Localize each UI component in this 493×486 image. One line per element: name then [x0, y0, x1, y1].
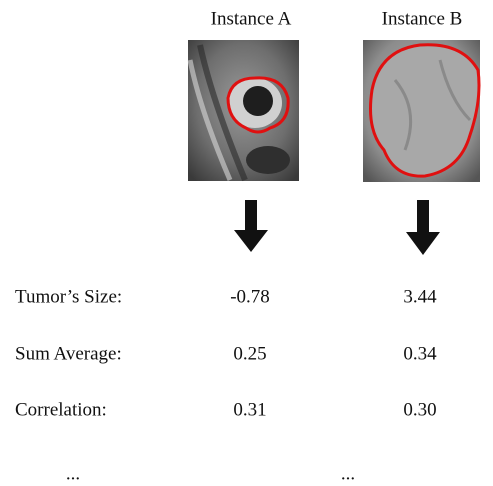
arrow — [234, 200, 268, 252]
figure: Instance A Instance B Tumor’s Size: -0.78… — [0, 0, 493, 486]
arrow — [406, 200, 440, 255]
feature-value: 0.34 — [403, 343, 437, 364]
feature-value: -0.78 — [230, 286, 270, 307]
ellipsis: ... — [341, 463, 355, 484]
ellipsis: ... — [66, 463, 80, 484]
feature-value: 0.25 — [233, 343, 266, 364]
feature-name: Tumor’s Size: — [15, 286, 122, 307]
feature-table: Tumor’s Size: -0.78 3.44 Sum Average: 0.25 0.… — [15, 286, 437, 420]
feature-value: 0.31 — [233, 399, 266, 420]
feature-name: Correlation: — [15, 399, 107, 420]
feature-value: 3.44 — [403, 286, 437, 307]
instance-label: Instance A — [211, 8, 292, 29]
mri-image — [363, 40, 480, 182]
feature-name: Sum Average: — [15, 343, 122, 364]
mri-image — [188, 40, 299, 181]
feature-value: 0.30 — [403, 399, 436, 420]
instance-label: Instance B — [382, 8, 463, 29]
